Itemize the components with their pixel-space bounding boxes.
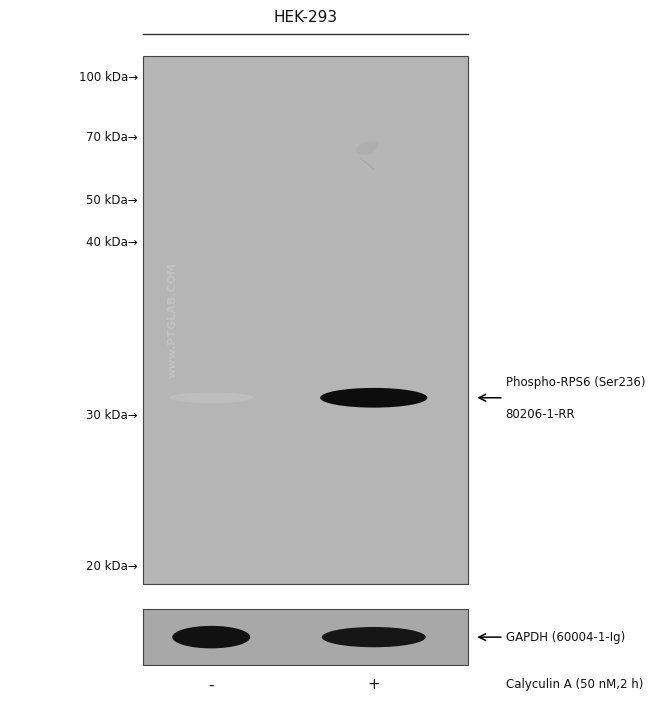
- Text: 40 kDa→: 40 kDa→: [86, 237, 138, 249]
- Bar: [143, 609, 468, 665]
- Text: www.PTGLAB.COM: www.PTGLAB.COM: [167, 263, 177, 378]
- Text: Calyculin A (50 nM,2 h): Calyculin A (50 nM,2 h): [506, 679, 643, 691]
- Text: 70 kDa→: 70 kDa→: [86, 131, 138, 144]
- Text: -: -: [209, 677, 214, 693]
- Text: 30 kDa→: 30 kDa→: [86, 409, 138, 422]
- Text: 50 kDa→: 50 kDa→: [86, 194, 138, 207]
- Bar: [143, 56, 468, 584]
- Ellipse shape: [322, 627, 426, 647]
- Ellipse shape: [169, 392, 254, 403]
- Text: 20 kDa→: 20 kDa→: [86, 560, 138, 573]
- Text: GAPDH (60004-1-Ig): GAPDH (60004-1-Ig): [506, 631, 625, 643]
- Ellipse shape: [356, 141, 378, 155]
- Text: Phospho-RPS6 (Ser236): Phospho-RPS6 (Ser236): [506, 377, 645, 389]
- Text: HEK-293: HEK-293: [274, 10, 337, 25]
- Ellipse shape: [172, 626, 250, 648]
- Text: 80206-1-RR: 80206-1-RR: [506, 408, 575, 420]
- Text: 100 kDa→: 100 kDa→: [79, 71, 138, 84]
- Ellipse shape: [320, 388, 427, 408]
- Text: +: +: [367, 677, 380, 693]
